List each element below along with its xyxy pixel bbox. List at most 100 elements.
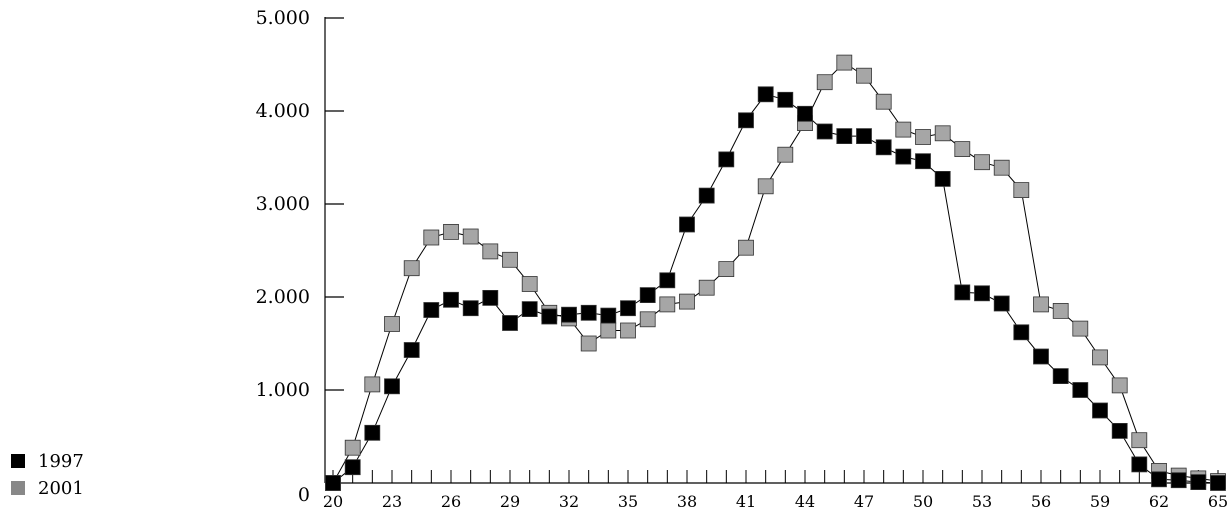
data-point-2001 — [1033, 296, 1049, 313]
series-markers — [325, 54, 1226, 491]
data-point-2001 — [620, 322, 636, 339]
data-point-1997 — [1131, 456, 1148, 473]
data-point-1997 — [915, 153, 931, 170]
y-tick-label: 3.000 — [256, 193, 310, 215]
x-tick-label: 56 — [1031, 492, 1051, 510]
data-point-1997 — [502, 315, 518, 331]
data-point-2001 — [600, 322, 617, 339]
data-point-2001 — [1013, 182, 1030, 199]
series-line-1997 — [332, 93, 1219, 484]
x-tick-label: 41 — [736, 492, 756, 510]
x-tick-label: 59 — [1090, 492, 1110, 510]
data-point-2001 — [364, 376, 381, 393]
data-point-1997 — [580, 304, 597, 321]
data-point-1997 — [1190, 474, 1207, 491]
data-point-1997 — [344, 459, 361, 476]
data-point-1997 — [639, 287, 656, 304]
data-point-1997 — [1170, 472, 1187, 489]
data-point-2001 — [502, 251, 518, 268]
x-tick-label: 62 — [1149, 492, 1169, 510]
data-point-1997 — [1072, 382, 1089, 398]
data-point-2001 — [679, 293, 695, 310]
data-point-1997 — [482, 289, 499, 306]
data-point-2001 — [521, 276, 538, 292]
data-point-1997 — [895, 148, 912, 165]
x-tick-label: 35 — [618, 492, 638, 510]
x-tick-label: 32 — [559, 492, 579, 510]
x-tick-label: 29 — [500, 492, 520, 510]
data-point-2001 — [462, 228, 479, 245]
x-tick-label: 53 — [972, 492, 992, 510]
data-point-2001 — [423, 229, 440, 246]
data-point-1997 — [423, 302, 440, 318]
data-point-2001 — [895, 121, 912, 138]
y-tick-label: 4.000 — [256, 100, 310, 122]
data-point-1997 — [443, 291, 459, 308]
data-point-1997 — [1092, 402, 1108, 419]
data-point-1997 — [541, 308, 558, 325]
series-line-2001 — [332, 61, 1219, 484]
data-point-1997 — [738, 112, 754, 129]
x-tick-label: 50 — [913, 492, 933, 510]
data-point-1997 — [659, 272, 676, 289]
legend-swatch-2001 — [11, 481, 25, 495]
data-point-2001 — [875, 93, 892, 110]
data-point-2001 — [659, 296, 676, 313]
data-point-2001 — [384, 316, 400, 332]
data-point-2001 — [403, 260, 420, 277]
data-point-1997 — [757, 86, 774, 103]
data-point-2001 — [580, 335, 597, 352]
data-point-2001 — [639, 311, 656, 328]
data-point-1997 — [875, 139, 892, 156]
series-lines — [332, 61, 1219, 484]
y-tick-label: 1.000 — [256, 379, 310, 401]
data-point-1997 — [1111, 422, 1128, 439]
data-point-1997 — [679, 216, 695, 233]
data-point-1997 — [462, 300, 479, 317]
data-point-2001 — [1092, 349, 1108, 366]
legend: 1997 2001 — [11, 451, 84, 499]
data-point-1997 — [325, 475, 341, 491]
data-point-2001 — [718, 261, 735, 278]
data-point-1997 — [1151, 471, 1167, 488]
data-point-1997 — [403, 342, 420, 358]
data-point-1997 — [934, 170, 951, 187]
data-point-2001 — [757, 178, 774, 195]
data-point-2001 — [915, 129, 931, 145]
data-point-1997 — [1052, 368, 1069, 385]
data-point-1997 — [364, 424, 381, 441]
data-point-1997 — [974, 285, 990, 302]
data-point-2001 — [1072, 320, 1089, 337]
data-point-1997 — [620, 300, 636, 317]
legend-label-2001: 2001 — [38, 478, 84, 499]
data-point-1997 — [1013, 324, 1030, 341]
x-tick-label: 44 — [795, 492, 815, 510]
data-point-1997 — [816, 123, 833, 140]
data-point-2001 — [816, 74, 833, 91]
data-point-2001 — [777, 146, 794, 163]
data-point-2001 — [1052, 302, 1069, 319]
data-point-1997 — [856, 128, 872, 145]
legend-swatch-1997 — [11, 454, 25, 468]
axes: 0 1.000 2.000 3.000 4.000 5.000 20 23 26 29 32 35 38… — [256, 7, 1229, 510]
data-point-2001 — [954, 141, 971, 158]
data-point-2001 — [344, 439, 361, 456]
data-point-1997 — [384, 378, 400, 395]
data-point-2001 — [856, 67, 872, 84]
y-tick-label: 2.000 — [256, 286, 310, 308]
data-point-1997 — [718, 151, 735, 168]
x-tick-label: 47 — [854, 492, 874, 510]
data-point-1997 — [1033, 348, 1049, 365]
data-point-2001 — [934, 125, 951, 142]
x-tick-label: 65 — [1208, 492, 1228, 510]
data-point-1997 — [797, 105, 813, 122]
legend-label-1997: 1997 — [38, 451, 84, 472]
data-point-2001 — [1111, 377, 1128, 394]
x-tick-label: 26 — [441, 492, 461, 510]
data-point-1997 — [1210, 475, 1226, 491]
x-tick-label: 38 — [677, 492, 697, 510]
y-tick-label: 0 — [298, 484, 310, 506]
x-tick-label: 20 — [323, 492, 343, 510]
